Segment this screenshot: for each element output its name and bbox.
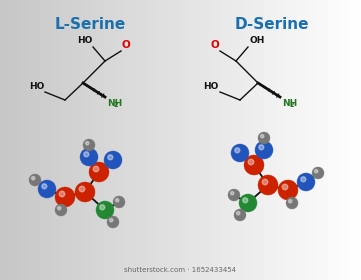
Circle shape <box>286 197 298 209</box>
Text: shutterstock.com · 1652433454: shutterstock.com · 1652433454 <box>124 267 236 273</box>
Circle shape <box>248 159 254 165</box>
Circle shape <box>89 162 109 182</box>
Circle shape <box>109 218 113 222</box>
Circle shape <box>239 194 257 212</box>
Text: L-Serine: L-Serine <box>55 17 126 32</box>
Circle shape <box>231 144 249 162</box>
Circle shape <box>107 216 119 228</box>
Circle shape <box>236 211 240 215</box>
Text: 2: 2 <box>114 102 119 108</box>
Text: HO: HO <box>77 36 92 45</box>
Circle shape <box>258 132 270 144</box>
Circle shape <box>113 196 125 208</box>
Text: OH: OH <box>249 36 264 45</box>
Circle shape <box>38 180 56 198</box>
Circle shape <box>104 151 122 169</box>
Circle shape <box>59 191 65 197</box>
Circle shape <box>86 141 89 145</box>
Circle shape <box>83 139 95 151</box>
Text: O: O <box>210 40 219 50</box>
Circle shape <box>79 186 85 192</box>
Circle shape <box>96 201 114 219</box>
Circle shape <box>312 167 324 179</box>
Circle shape <box>288 200 292 203</box>
Circle shape <box>29 174 41 186</box>
Circle shape <box>80 148 98 166</box>
Circle shape <box>84 152 89 157</box>
Circle shape <box>243 198 248 203</box>
Circle shape <box>234 209 246 221</box>
Circle shape <box>259 145 264 150</box>
Circle shape <box>116 199 119 202</box>
Circle shape <box>42 184 47 189</box>
Text: HO: HO <box>204 82 219 91</box>
Text: 2: 2 <box>289 102 293 108</box>
Circle shape <box>93 166 99 172</box>
Text: HO: HO <box>29 82 44 91</box>
Circle shape <box>297 173 315 191</box>
Circle shape <box>262 179 268 185</box>
Circle shape <box>258 175 278 195</box>
Circle shape <box>108 155 113 160</box>
Circle shape <box>231 192 234 195</box>
Text: NH: NH <box>282 99 297 108</box>
Circle shape <box>228 189 240 201</box>
Circle shape <box>31 176 35 180</box>
Text: D-Serine: D-Serine <box>235 17 309 32</box>
Circle shape <box>314 169 318 173</box>
Circle shape <box>55 187 75 207</box>
Text: O: O <box>122 40 131 50</box>
Circle shape <box>235 148 240 153</box>
Circle shape <box>55 204 67 216</box>
Circle shape <box>278 180 298 200</box>
Circle shape <box>244 155 264 175</box>
Circle shape <box>75 182 95 202</box>
Circle shape <box>282 184 288 190</box>
Circle shape <box>261 134 264 138</box>
Circle shape <box>255 141 273 159</box>
Circle shape <box>100 205 105 210</box>
Text: NH: NH <box>107 99 122 108</box>
Circle shape <box>301 177 306 182</box>
Circle shape <box>57 207 61 210</box>
